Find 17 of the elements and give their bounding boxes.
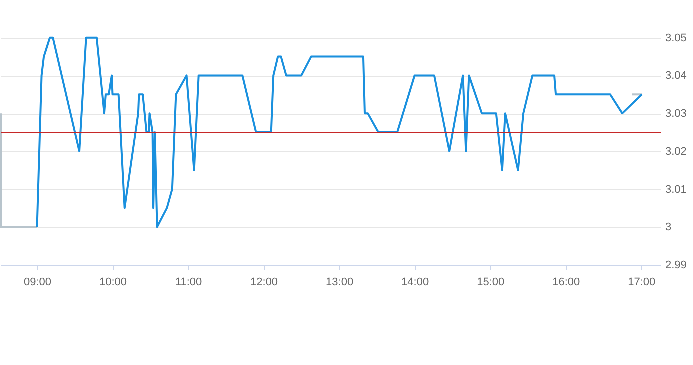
y-tick-label: 3 (666, 222, 672, 234)
x-tick-label: 10:00 (99, 276, 128, 288)
x-tick-label: 11:00 (175, 276, 202, 288)
x-tick-label: 16:00 (552, 276, 580, 288)
x-tick-label: 15:00 (477, 276, 505, 288)
line-series (36, 36, 644, 228)
y-tick-label: 3.03 (666, 108, 687, 120)
y-tick-label: 3.01 (666, 184, 687, 196)
x-tick-label: 13:00 (326, 276, 354, 288)
x-tick-label: 09:00 (24, 276, 52, 288)
x-tick-label: 14:00 (402, 276, 430, 288)
y-tick-label: 3.02 (666, 146, 687, 158)
x-tick-label: 17:00 (628, 276, 656, 288)
y-tick-label: 3.05 (666, 32, 687, 44)
x-tick-label: 12:00 (250, 276, 278, 288)
y-tick-label: 3.04 (666, 70, 687, 82)
y-tick-label: 2.99 (666, 260, 687, 272)
